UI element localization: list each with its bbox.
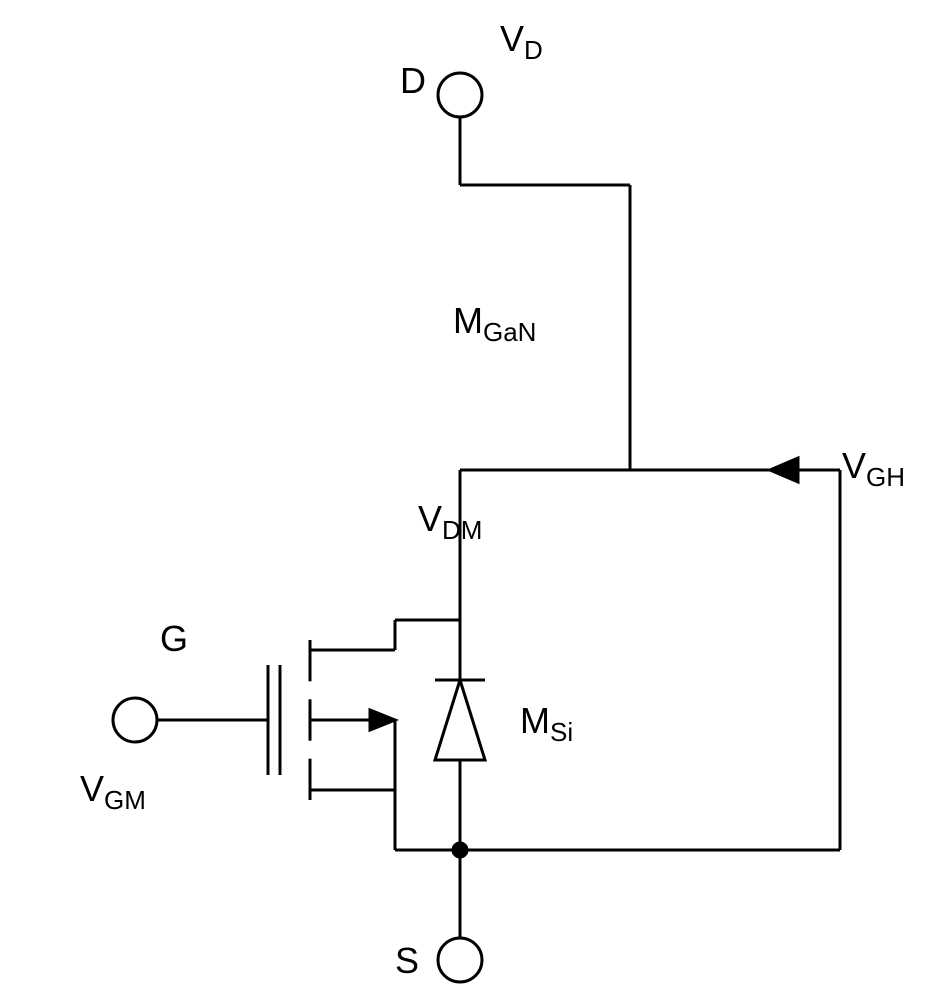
- label-mgan: MGaN: [453, 300, 536, 348]
- label-vgm: VGM: [80, 768, 146, 816]
- label-vdm: VDM: [418, 498, 482, 546]
- label-g: G: [160, 618, 188, 660]
- label-msi: MSi: [520, 700, 573, 748]
- label-vgh: VGH: [842, 445, 905, 493]
- label-s: S: [395, 940, 419, 982]
- label-vd: VD: [500, 18, 543, 66]
- gate-terminal: [113, 698, 157, 742]
- drain-terminal: [438, 73, 482, 117]
- label-d: D: [400, 60, 426, 102]
- source-terminal: [438, 938, 482, 982]
